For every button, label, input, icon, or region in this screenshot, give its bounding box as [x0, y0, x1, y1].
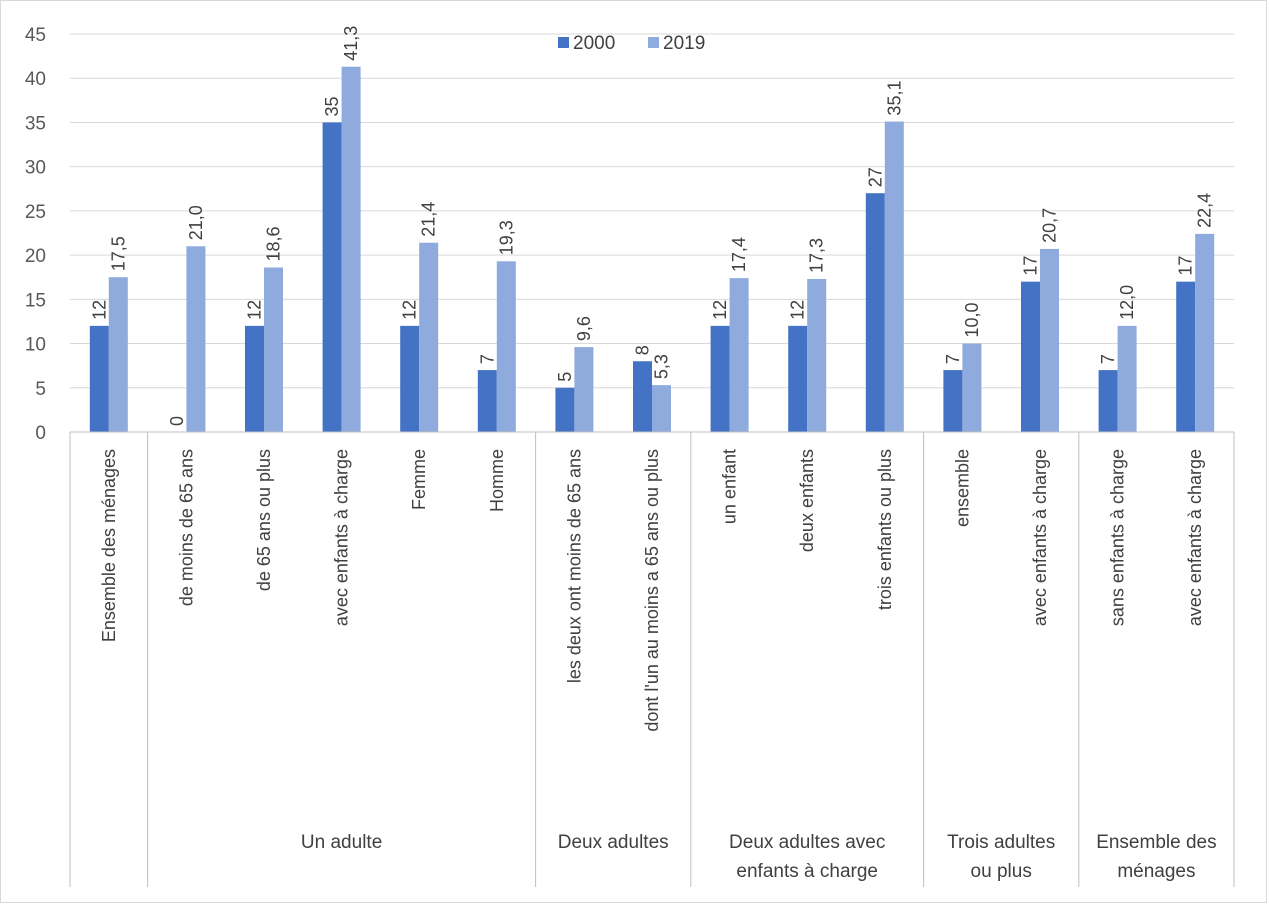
group-label-1: Un adulte	[301, 832, 382, 853]
y-tick-label-10: 10	[25, 335, 46, 356]
group-label-3-line-0: Deux adultes avec	[729, 832, 885, 853]
y-tick-label-20: 20	[25, 246, 46, 267]
data-label-2000-12: 17	[1021, 256, 1041, 276]
legend-swatch-2000	[558, 37, 569, 48]
data-label-2000-6: 5	[555, 372, 575, 382]
data-label-2000-8: 12	[710, 300, 730, 320]
bar-2000-2	[245, 325, 264, 432]
bar-2019-12	[1040, 248, 1059, 432]
bar-2000-5	[477, 370, 497, 432]
bar-2019-14	[1195, 233, 1215, 432]
y-tick-label-45: 45	[25, 25, 46, 46]
data-label-2000-10: 27	[865, 167, 885, 187]
bar-2000-11	[943, 370, 963, 432]
bar-2019-0	[108, 277, 128, 432]
data-label-2000-3: 35	[322, 96, 342, 116]
data-label-2019-6: 9,6	[574, 316, 594, 341]
bar-2019-5	[496, 261, 516, 432]
y-tick-label-40: 40	[25, 69, 46, 90]
category-label-14: avec enfants à charge	[1185, 449, 1205, 626]
data-label-2019-1: 21,0	[186, 205, 206, 240]
data-label-2000-5: 7	[477, 354, 497, 364]
data-label-2000-13: 7	[1098, 354, 1118, 364]
bar-2000-8	[710, 325, 730, 432]
data-label-2019-13: 12,0	[1117, 285, 1137, 320]
bar-2000-3	[322, 122, 342, 432]
bar-2000-7	[633, 361, 652, 432]
bar-2019-1	[186, 246, 206, 432]
legend-label-2000: 2000	[573, 33, 615, 54]
bar-2000-14	[1176, 281, 1196, 432]
y-tick-label-30: 30	[25, 158, 46, 179]
bar-2019-8	[729, 278, 749, 432]
bar-2000-12	[1021, 281, 1040, 432]
category-label-1: de moins de 65 ans	[176, 449, 196, 606]
data-label-2000-11: 7	[943, 354, 963, 364]
y-tick-label-0: 0	[35, 423, 46, 444]
bar-2019-9	[807, 278, 827, 432]
data-label-2019-11: 10,0	[962, 303, 982, 338]
group-label-5-line-0: Ensemble des	[1096, 832, 1216, 853]
data-label-2019-8: 17,4	[729, 237, 749, 272]
bar-2000-9	[788, 325, 808, 432]
y-tick-label-5: 5	[35, 379, 46, 400]
category-label-2: de 65 ans ou plus	[254, 449, 274, 591]
category-label-10: trois enfants ou plus	[875, 449, 895, 610]
data-label-2000-7: 8	[633, 345, 653, 355]
bar-2000-6	[555, 387, 575, 432]
data-label-2000-14: 17	[1176, 256, 1196, 276]
y-tick-label-15: 15	[25, 290, 46, 311]
group-label-4-line-1: ou plus	[971, 861, 1032, 882]
data-label-2019-0: 17,5	[108, 236, 128, 271]
data-label-2000-4: 12	[400, 300, 420, 320]
y-tick-label-25: 25	[25, 202, 46, 223]
bar-2019-3	[341, 66, 361, 433]
category-label-11: ensemble	[952, 449, 972, 527]
data-label-2000-2: 12	[245, 300, 265, 320]
category-label-5: Homme	[487, 449, 507, 512]
data-label-2000-0: 12	[89, 300, 109, 320]
data-label-2019-2: 18,6	[264, 226, 284, 261]
category-label-7: dont l'un au moins a 65 ans ou plus	[642, 449, 662, 732]
data-label-2019-5: 19,3	[496, 220, 516, 255]
category-label-0: Ensemble des ménages	[99, 449, 119, 642]
bar-2019-11	[962, 343, 982, 432]
data-label-2000-9: 12	[788, 300, 808, 320]
data-label-2019-3: 41,3	[341, 26, 361, 61]
data-label-2019-4: 21,4	[419, 202, 439, 237]
data-label-2019-9: 17,3	[807, 238, 827, 273]
category-label-4: Femme	[409, 449, 429, 510]
data-label-2000-1: 0	[167, 416, 187, 426]
bar-2019-10	[884, 121, 904, 432]
group-label-3-line-1: enfants à charge	[736, 861, 878, 882]
category-label-9: deux enfants	[797, 449, 817, 552]
data-label-2019-14: 22,4	[1195, 193, 1215, 228]
group-label-4-line-0: Trois adultes	[947, 832, 1055, 853]
data-label-2019-10: 35,1	[884, 81, 904, 116]
bar-2019-6	[574, 347, 594, 432]
legend-swatch-2019	[648, 37, 659, 48]
bar-2000-10	[865, 193, 885, 432]
bar-2019-13	[1117, 325, 1137, 432]
category-label-13: sans enfants à charge	[1108, 449, 1128, 626]
group-label-2: Deux adultes	[558, 832, 669, 853]
category-label-3: avec enfants à charge	[332, 449, 352, 626]
group-label-5-line-1: ménages	[1117, 861, 1195, 882]
data-label-2019-12: 20,7	[1040, 208, 1060, 243]
bar-2019-7	[652, 385, 671, 432]
bar-2000-4	[400, 325, 420, 432]
category-label-12: avec enfants à charge	[1030, 449, 1050, 626]
category-label-8: un enfant	[720, 449, 740, 524]
category-label-6: les deux ont moins de 65 ans	[564, 449, 584, 683]
y-tick-label-35: 35	[25, 113, 46, 134]
bar-2000-13	[1098, 370, 1118, 432]
data-label-2019-7: 5,3	[652, 354, 672, 379]
bar-2019-4	[419, 242, 439, 432]
bar-2000-0	[89, 325, 109, 432]
legend-label-2019: 2019	[663, 33, 705, 54]
bar-2019-2	[264, 267, 283, 432]
